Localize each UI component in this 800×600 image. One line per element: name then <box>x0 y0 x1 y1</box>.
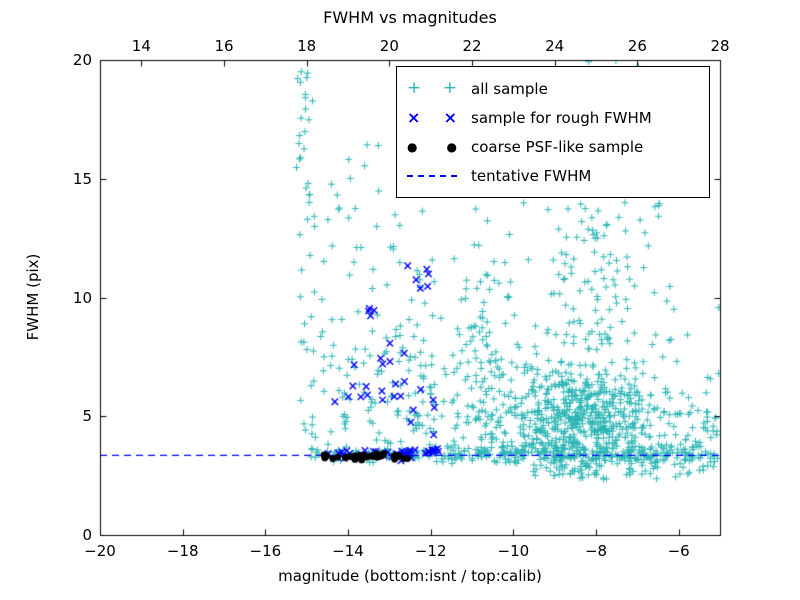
tick-label: 24 <box>545 37 565 55</box>
x-axis-label: magnitude (bottom:isnt / top:calib) <box>278 567 542 585</box>
dot-marker-icon: ● ● <box>407 141 457 153</box>
tick-label: 20 <box>72 51 92 69</box>
tick-label: 18 <box>297 37 317 55</box>
chart-title: FWHM vs magnitudes <box>323 8 497 27</box>
tick-label: −16 <box>249 542 282 560</box>
tick-label: 26 <box>627 37 647 55</box>
legend-label: tentative FWHM <box>471 166 592 185</box>
legend-label: sample for rough FWHM <box>471 108 652 127</box>
x-marker-icon: × × <box>407 107 457 127</box>
y-axis-label: FWHM (pix) <box>24 253 42 341</box>
plus-glyph: + <box>407 78 422 98</box>
tick-label: 20 <box>379 37 399 55</box>
tick-label: 15 <box>72 169 92 188</box>
tick-label: 0 <box>82 526 92 544</box>
tick-label: −8 <box>584 542 608 560</box>
tick-label: 10 <box>72 288 92 307</box>
legend-label: all sample <box>471 79 548 98</box>
dashed-line-icon <box>407 174 457 177</box>
legend-item-all-sample: + + all sample <box>407 74 699 103</box>
x-glyph: × <box>407 107 421 127</box>
tick-label: 16 <box>214 37 234 55</box>
legend-label: coarse PSF-like sample <box>471 137 644 156</box>
tick-label: 28 <box>710 37 730 55</box>
legend-item-tentative-fwhm: tentative FWHM <box>407 161 699 190</box>
tick-label: −6 <box>667 542 690 560</box>
tick-label: 22 <box>462 37 482 55</box>
legend: + + all sample × × sample for rough FWHM… <box>396 66 710 198</box>
x-glyph: × <box>443 107 457 127</box>
tick-label: −18 <box>166 542 199 560</box>
legend-item-coarse-psf: ● ● coarse PSF-like sample <box>407 132 699 161</box>
tick-label: −20 <box>84 542 116 560</box>
tick-label: 5 <box>82 407 92 426</box>
tick-label: −14 <box>332 542 364 560</box>
plus-glyph: + <box>442 78 457 98</box>
plus-marker-icon: + + <box>407 80 457 97</box>
tick-label: 14 <box>131 37 151 55</box>
dot-glyph: ● <box>446 139 457 154</box>
dot-glyph: ● <box>407 139 418 154</box>
legend-item-rough-fwhm: × × sample for rough FWHM <box>407 103 699 132</box>
tick-label: −10 <box>497 542 530 560</box>
tick-label: −12 <box>414 542 447 560</box>
